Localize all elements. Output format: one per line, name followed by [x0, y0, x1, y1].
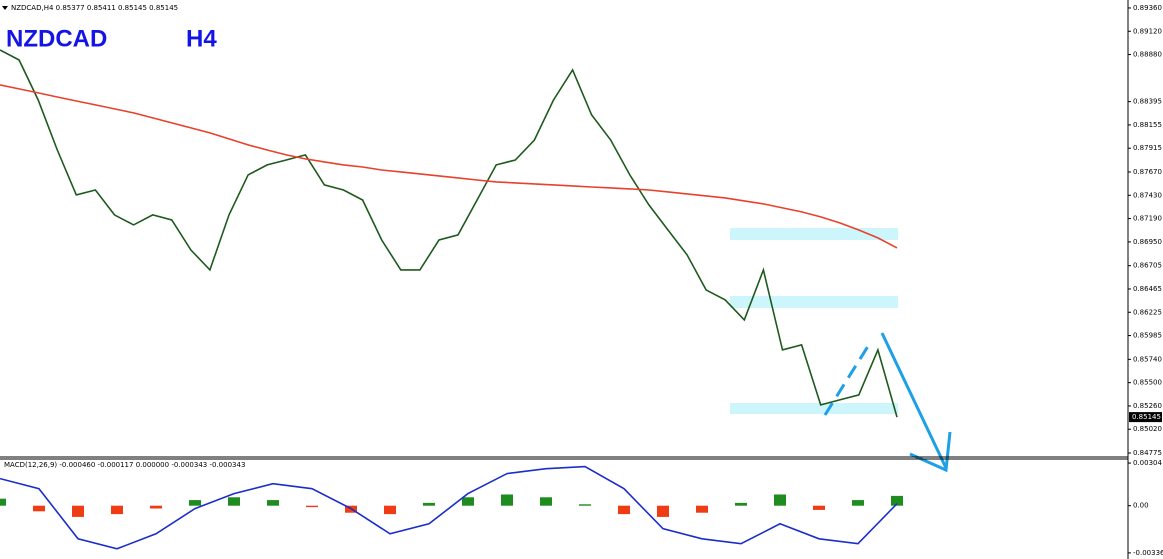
histogram-bar [0, 498, 6, 506]
histogram-bar [306, 505, 318, 508]
wave-line [823, 342, 872, 416]
y-tick-label: 0.85020 [1133, 425, 1162, 433]
y-tick-label: 0.00304 [1133, 459, 1162, 467]
histogram-bar [696, 505, 708, 513]
y-tick-label: 0.85500 [1133, 379, 1162, 387]
y-tick-label: 0.89360 [1133, 4, 1162, 12]
y-tick-label: 0.00 [1133, 502, 1149, 510]
histogram-bar [852, 500, 864, 506]
histogram-bar [657, 505, 669, 517]
y-tick-label: 0.86705 [1133, 262, 1162, 270]
y-tick-label: 0.86225 [1133, 308, 1162, 316]
symbol-label: NZDCAD [6, 25, 107, 52]
y-tick-label: 0.87670 [1133, 168, 1162, 176]
histogram-bar [228, 497, 240, 506]
histogram-bar [384, 505, 396, 515]
y-tick-label: 0.88155 [1133, 121, 1162, 129]
menu-icon[interactable] [2, 6, 8, 10]
y-tick-label: 0.88395 [1133, 98, 1162, 106]
histogram-bar [150, 505, 162, 509]
price-label: 0.85145 [1132, 413, 1161, 421]
zone [730, 403, 898, 414]
histogram-bar [618, 505, 630, 515]
histogram-bar [891, 495, 903, 506]
macd-title: MACD(12,26,9) -0.000460 -0.000117 0.0000… [4, 461, 245, 469]
histogram-bar [735, 502, 747, 506]
y-tick-label: 0.85985 [1133, 332, 1162, 340]
histogram-bar [462, 497, 474, 506]
histogram-bar [501, 494, 513, 506]
y-tick-label: 0.86950 [1133, 238, 1162, 246]
histogram-bar [267, 500, 279, 506]
histogram-bar [33, 505, 45, 512]
y-tick-label: 0.87915 [1133, 144, 1162, 152]
series-line [0, 84, 898, 249]
histogram-bar [540, 497, 552, 506]
zone [730, 228, 898, 240]
y-tick-label: 0.84775 [1133, 449, 1162, 457]
y-tick-label: 0.85260 [1133, 402, 1162, 410]
arrow [880, 332, 948, 469]
y-tick-label: 0.86465 [1133, 285, 1162, 293]
y-tick-label: 0.85740 [1133, 355, 1162, 363]
chart-title: NZDCAD,H4 0.85377 0.85411 0.85145 0.8514… [11, 4, 178, 12]
series-line [0, 49, 898, 418]
series-line [0, 465, 898, 550]
histogram-bar [813, 505, 825, 510]
y-tick-label: 0.87190 [1133, 215, 1162, 223]
histogram-bar [111, 505, 123, 515]
y-tick-label: 0.89120 [1133, 27, 1162, 35]
price-box [1129, 412, 1162, 423]
zone [730, 296, 898, 308]
y-tick-label: 0.87430 [1133, 191, 1162, 199]
histogram-bar [189, 500, 201, 506]
timeframe-label: H4 [186, 25, 217, 52]
y-tick-label: 0.88880 [1133, 51, 1162, 59]
y-tick-label: -0.003365 [1133, 549, 1163, 557]
histogram-bar [774, 494, 786, 506]
histogram-bar [72, 505, 84, 517]
histogram-bar [579, 504, 591, 506]
histogram-bar [423, 502, 435, 506]
